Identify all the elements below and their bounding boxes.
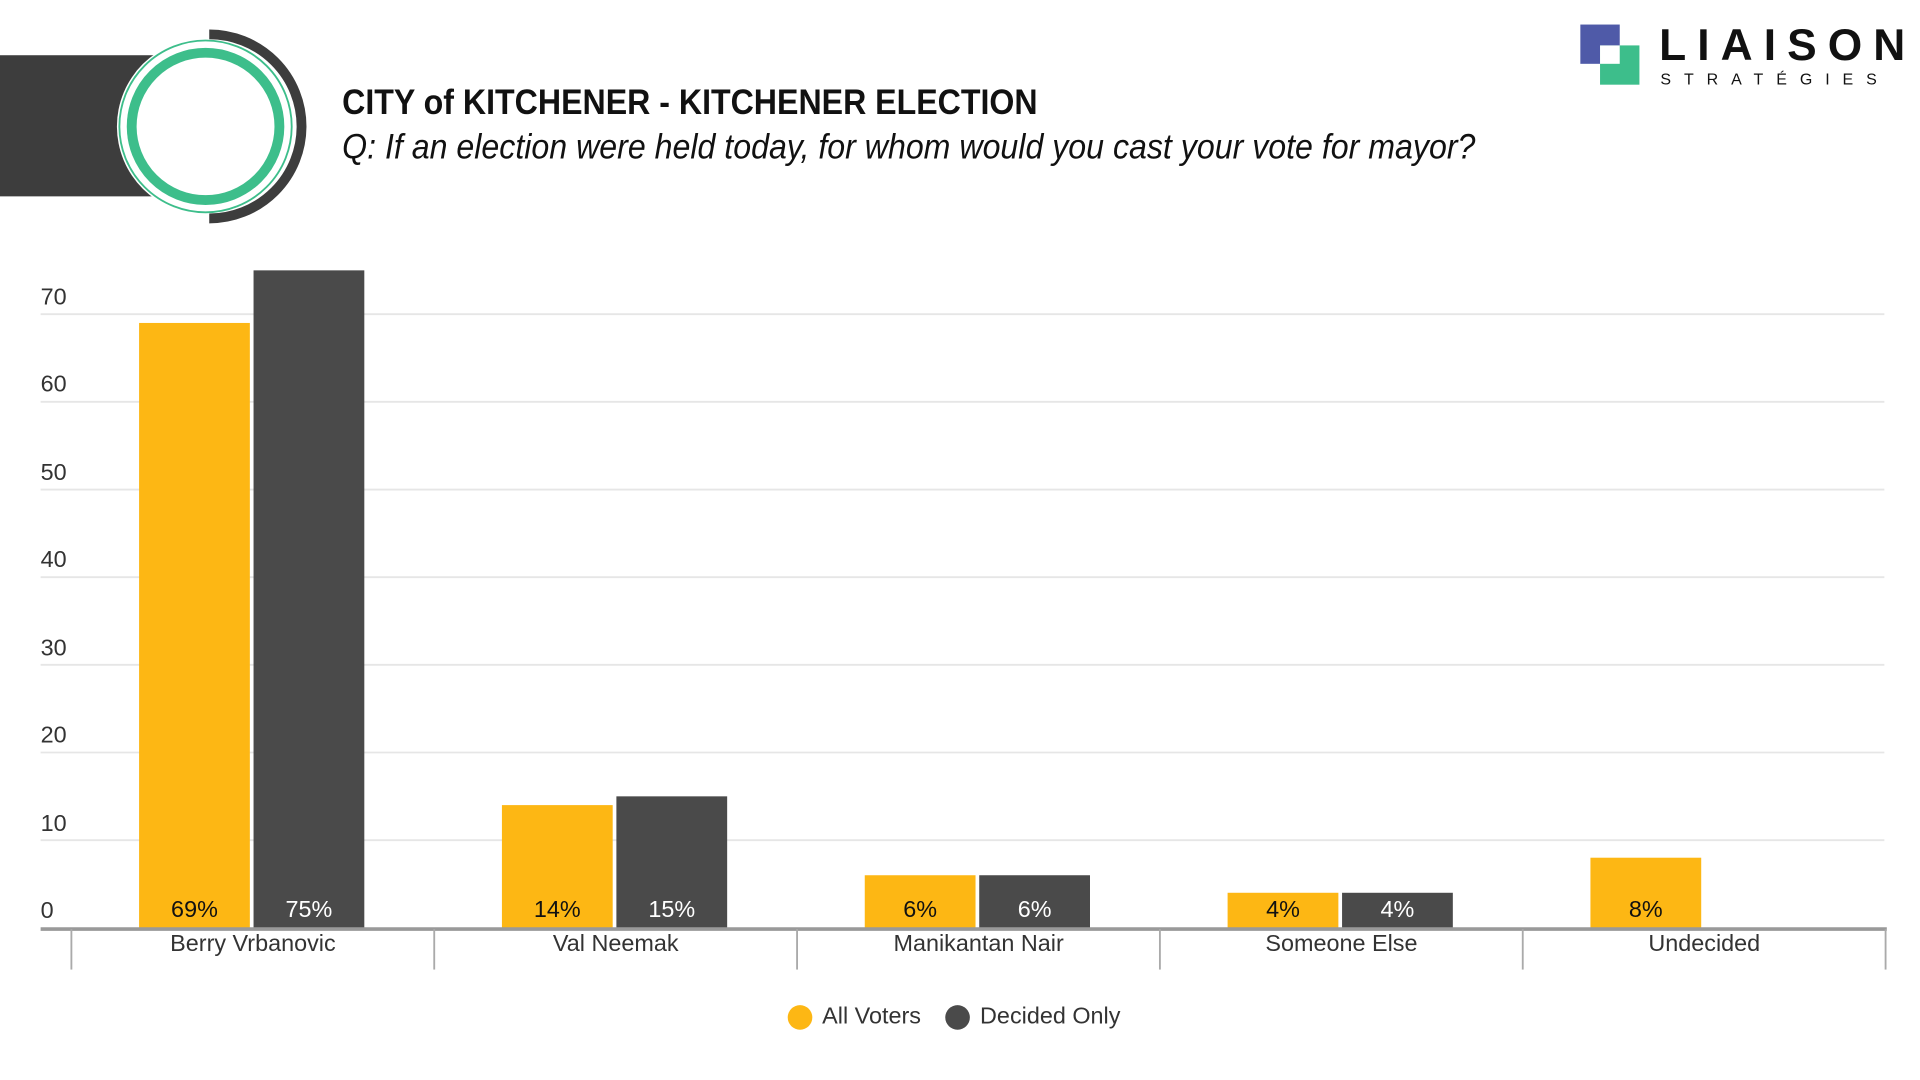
logo-text: LIAISON [1659, 19, 1917, 70]
bar-all-voters [864, 875, 976, 928]
data-label: 15% [648, 897, 696, 923]
bar-all-voters [139, 322, 250, 928]
legend-label-decided-only: Decided Only [980, 1003, 1121, 1030]
data-label: 69% [171, 897, 218, 923]
category-label: Val Neemak [552, 931, 679, 958]
ring-backdrop [116, 38, 295, 215]
data-label: 6% [1017, 897, 1052, 923]
category-label: Berry Vrbanovic [170, 931, 336, 958]
bar-decided-only [1342, 892, 1453, 928]
bar-decided-only [979, 875, 1090, 928]
logo-subtext: STRATÉGIES [1660, 69, 1890, 89]
y-tick-label: 20 [40, 723, 67, 749]
ring-dark-arc [209, 29, 307, 224]
y-tick-label: 70 [40, 284, 67, 311]
bar-decided-only [253, 270, 365, 928]
ring-outer-thin [118, 39, 293, 214]
y-tick-label: 60 [40, 372, 67, 399]
data-label: 14% [533, 897, 581, 923]
chart-title: CITY of KITCHENER - KITCHENER ELECTION [342, 83, 1038, 123]
legend: All Voters Decided Only [787, 1003, 1121, 1031]
y-tick-label: 50 [40, 460, 67, 486]
y-tick-label: 40 [40, 547, 67, 574]
legend-label-all-voters: All Voters [822, 1003, 921, 1030]
bar-all-voters [1590, 857, 1702, 928]
bar-decided-only [616, 796, 728, 928]
data-label: 6% [903, 897, 938, 923]
y-tick-label: 0 [40, 898, 54, 925]
bar-all-voters [1227, 892, 1339, 928]
category-label: Manikantan Nair [893, 931, 1064, 958]
category-label: Someone Else [1265, 931, 1418, 958]
y-tick-label: 30 [40, 635, 67, 662]
bar-all-voters [501, 805, 613, 928]
data-label: 8% [1628, 897, 1663, 923]
data-label: 4% [1266, 897, 1300, 923]
legend-swatch-all-voters [787, 1005, 813, 1030]
category-label: Undecided [1648, 931, 1761, 958]
ring-green [126, 47, 285, 205]
chart-subtitle: Q: If an election were held today, for w… [342, 127, 1476, 167]
legend-swatch-decided-only [945, 1005, 971, 1030]
header-ring-graphic [0, 29, 307, 224]
y-tick-label: 10 [40, 810, 67, 837]
data-label: 75% [285, 897, 333, 923]
data-label: 4% [1380, 897, 1415, 923]
logo-mark [1580, 24, 1640, 85]
